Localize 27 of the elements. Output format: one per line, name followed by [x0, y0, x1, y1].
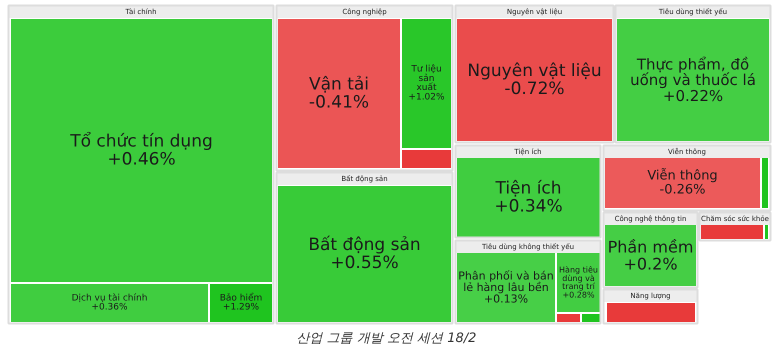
data-label: +0.28% [562, 290, 595, 300]
data-label: +0.34% [494, 196, 563, 216]
data-label: +0.36% [91, 302, 128, 313]
category-label: Tư liệu sản xuất [410, 63, 442, 94]
data-label: +0.46% [107, 149, 176, 170]
text: Viễn thông [647, 168, 718, 184]
data-label: +1.02% [408, 92, 446, 103]
category-label: Phân phối và bán lẻ hàng lâu bền [458, 269, 554, 294]
category-label: Dịch vụ tài chính [72, 292, 148, 304]
data-label: +0.22% [662, 86, 724, 105]
data-label: -0.41% [308, 92, 370, 112]
data-label: +0.55% [330, 252, 399, 273]
category-label: Hàng tiêu dùng và trang trí [559, 265, 598, 292]
category-label: Vận tải [308, 74, 370, 95]
data-label: -0.72% [504, 78, 565, 99]
category-label: Tổ chức tín dụng [69, 132, 213, 152]
category-label: Bảo hiểm [220, 292, 262, 304]
data-label: -0.26% [660, 182, 706, 198]
category-label: Thực phẩm, đồ uống và thuốc lá [630, 55, 756, 89]
category-label: Phần mềm [608, 238, 694, 257]
data-label: +1.29% [222, 302, 260, 313]
data-label: +0.2% [623, 254, 678, 274]
text: 산업 그룹 개발 오전 세션 18/2 [296, 331, 476, 346]
text: Tiện ích [494, 178, 562, 199]
text: Nguyên vật liệu [467, 61, 602, 82]
text: Bất động sản [308, 235, 421, 256]
data-label: +0.13% [484, 292, 528, 306]
